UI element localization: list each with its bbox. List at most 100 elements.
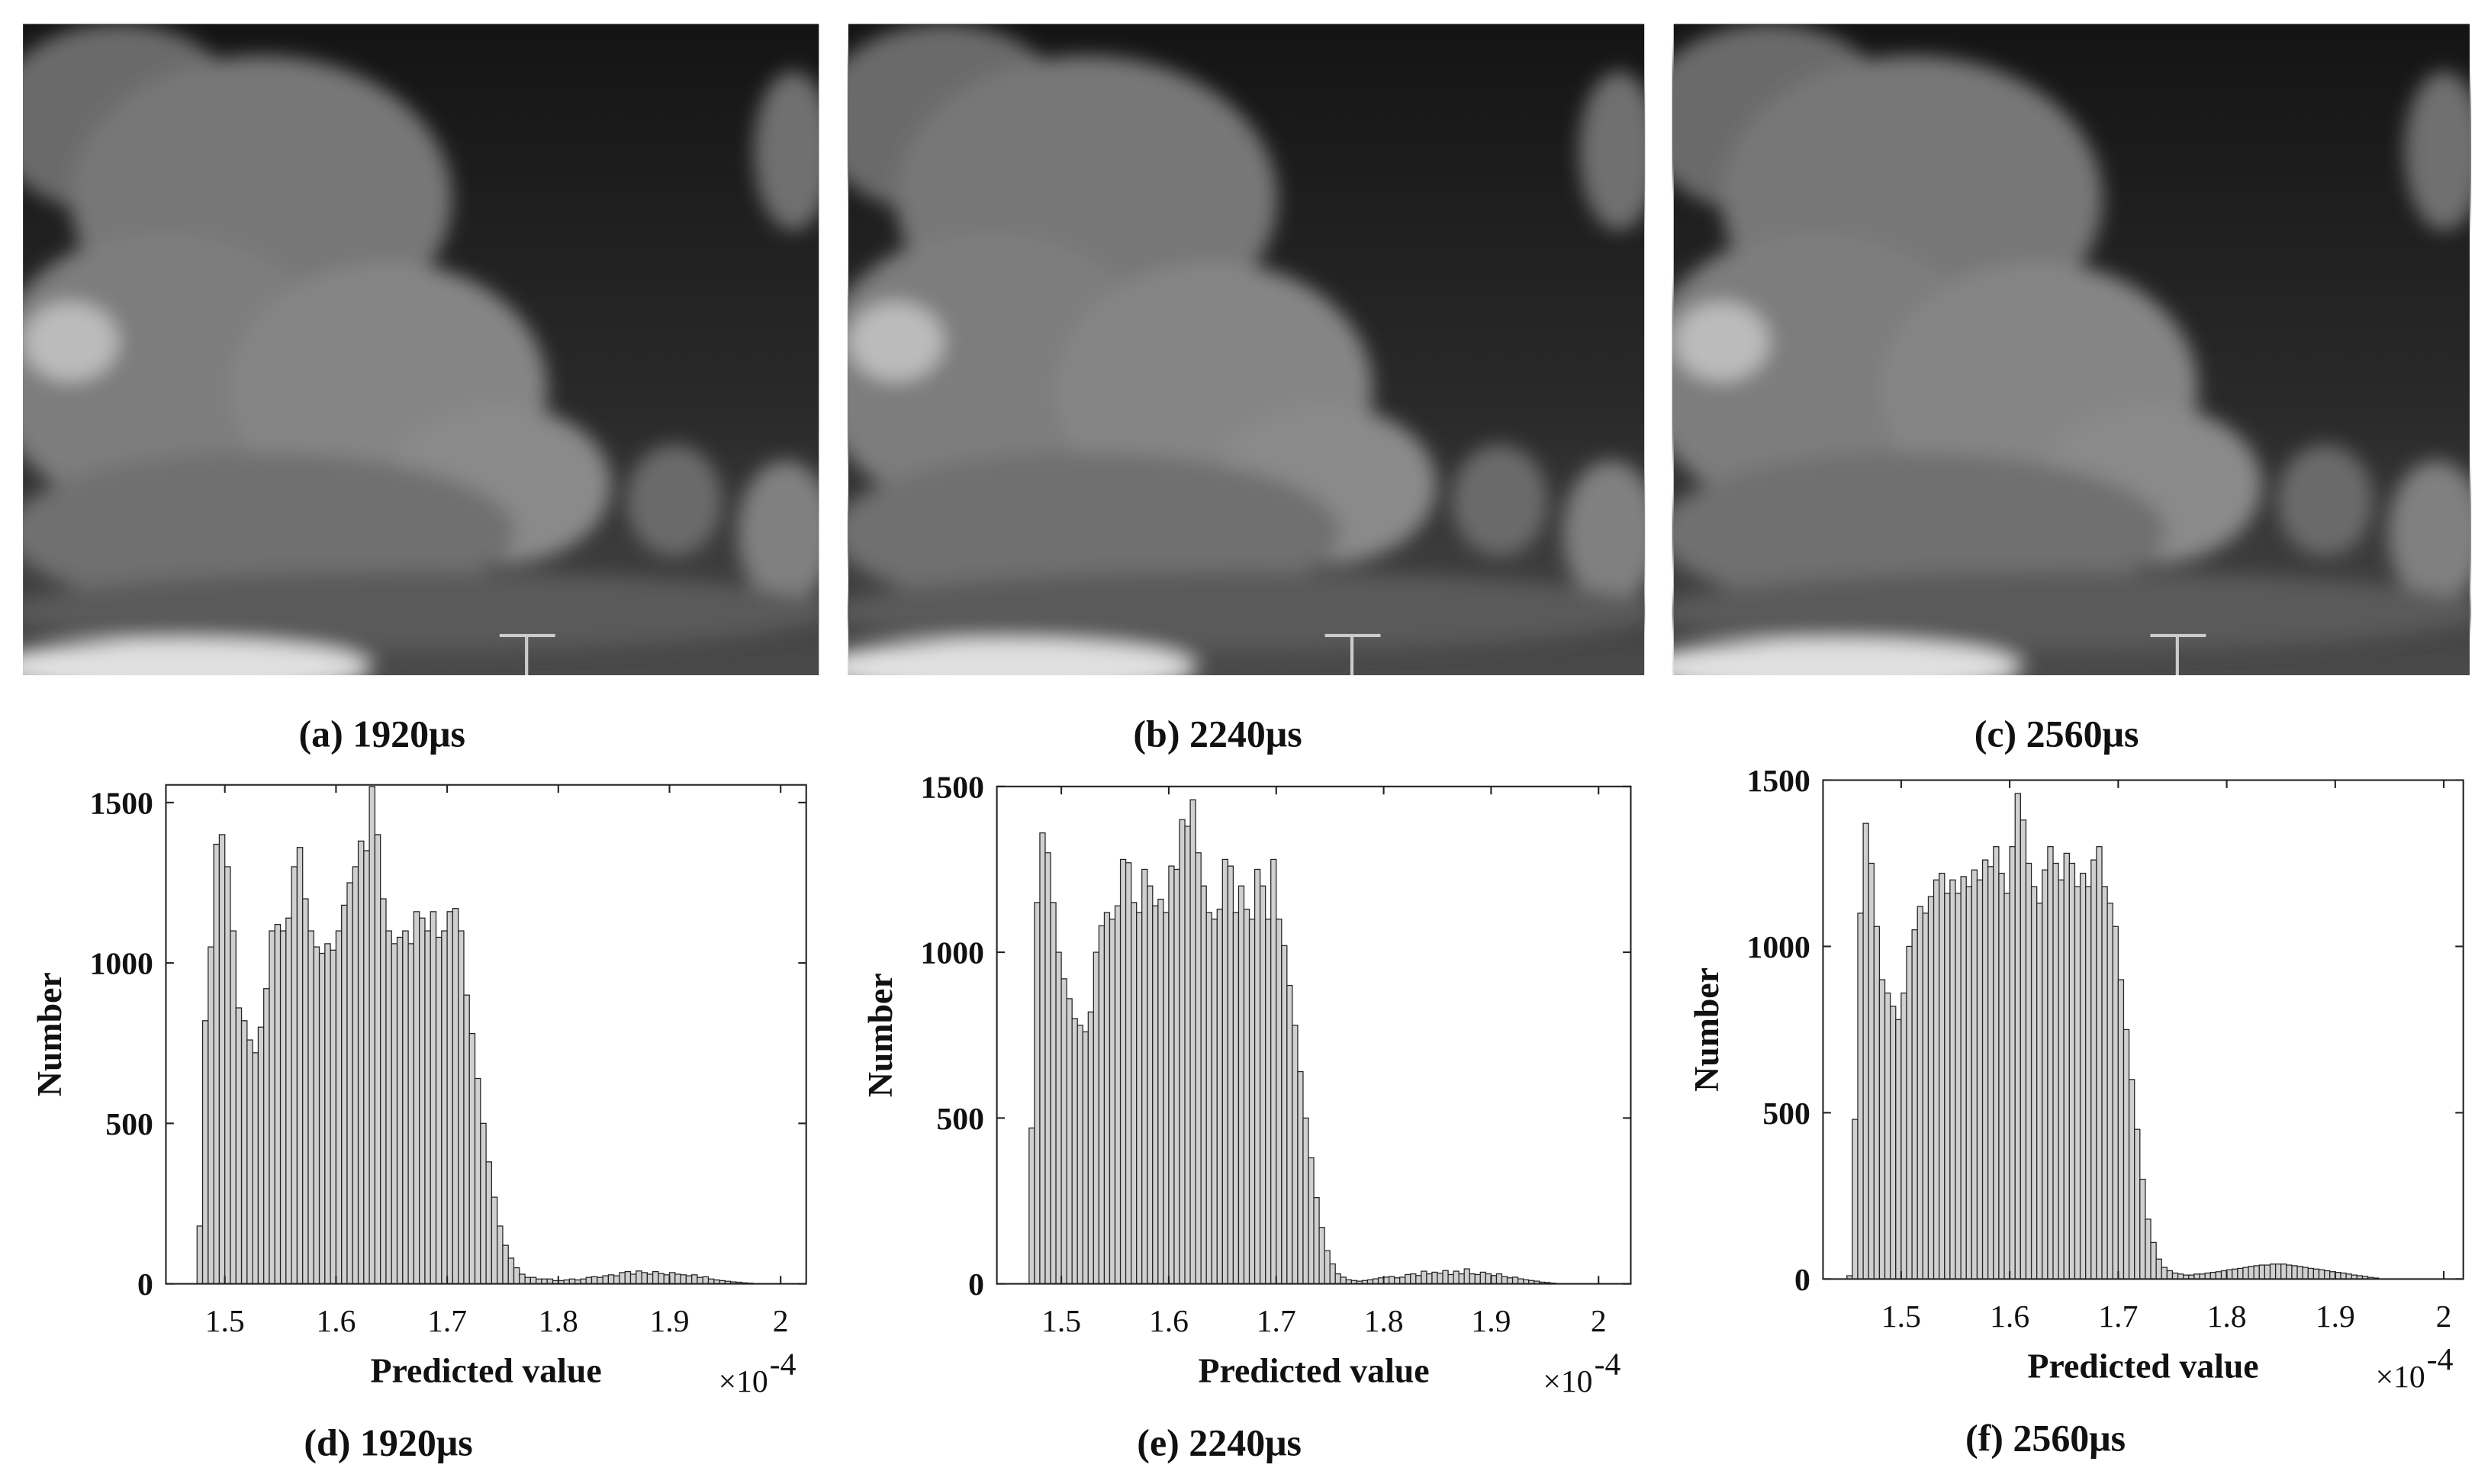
bar — [2264, 1264, 2271, 1280]
bar — [1911, 929, 1918, 1280]
bar — [1157, 898, 1164, 1285]
bar — [1878, 979, 1886, 1280]
bar — [380, 898, 387, 1285]
bar — [1281, 945, 1288, 1285]
bar — [2220, 1270, 2228, 1280]
image-caption: (a) 1920μs — [298, 713, 465, 755]
bar — [1944, 893, 1951, 1280]
bar — [1511, 1276, 1519, 1285]
y-tick-label: 0 — [137, 1267, 153, 1302]
bar — [1265, 918, 1272, 1285]
bar — [201, 1020, 209, 1285]
bar — [2063, 852, 2070, 1280]
bar — [230, 930, 237, 1285]
y-tick-label: 500 — [937, 1102, 984, 1137]
y-tick-label: 0 — [1794, 1263, 1810, 1298]
bar — [1109, 918, 1116, 1285]
bar — [2096, 846, 2103, 1280]
x-tick-label: 1.5 — [1881, 1299, 1921, 1334]
bar — [246, 1039, 253, 1285]
bar — [619, 1272, 626, 1285]
x-scale-base: ×10 — [2376, 1360, 2425, 1395]
bar — [2025, 862, 2032, 1280]
bar — [1071, 1018, 1078, 1285]
bar — [1906, 945, 1913, 1280]
bar — [2329, 1271, 2336, 1280]
bar — [313, 946, 320, 1285]
bar — [1453, 1270, 1460, 1285]
x-tick-label: 1.5 — [205, 1304, 245, 1339]
bar — [1405, 1273, 1411, 1285]
bar — [652, 1271, 659, 1285]
x-tick-label: 1.8 — [2207, 1299, 2247, 1334]
bar — [2112, 925, 2119, 1280]
bar — [2079, 872, 2087, 1280]
bar — [2128, 1079, 2135, 1280]
bar — [1998, 872, 2005, 1280]
bar — [613, 1275, 620, 1285]
bar — [1955, 893, 1962, 1280]
bar — [352, 866, 359, 1285]
bar — [585, 1276, 593, 1285]
bar — [1900, 992, 1907, 1280]
x-axis-label: Predicted value — [1198, 1351, 1429, 1390]
bar — [1313, 1197, 1320, 1285]
x-tick-label: 1.6 — [1149, 1304, 1189, 1339]
bar — [1216, 908, 1223, 1285]
bar — [1442, 1270, 1449, 1285]
bar — [2323, 1270, 2331, 1280]
bar — [1868, 862, 1875, 1280]
bar — [507, 1257, 515, 1285]
bar — [1168, 865, 1175, 1285]
bar — [279, 930, 287, 1285]
bar — [2014, 793, 2021, 1280]
bar — [519, 1273, 526, 1285]
bar — [1421, 1270, 1427, 1285]
bar — [452, 907, 459, 1285]
bar — [529, 1276, 537, 1285]
bar — [1189, 799, 1196, 1285]
bar — [685, 1275, 693, 1285]
bar — [1050, 902, 1057, 1285]
y-tick-label: 0 — [968, 1267, 984, 1302]
x-tick-label: 1.8 — [539, 1304, 578, 1339]
bar — [396, 936, 404, 1285]
bar — [2302, 1267, 2309, 1280]
bar — [1949, 879, 1956, 1280]
x-tick-label: 1.9 — [1471, 1304, 1511, 1339]
bar — [385, 930, 392, 1285]
bar — [2101, 886, 2108, 1280]
bar — [680, 1274, 687, 1285]
bar — [1463, 1268, 1470, 1285]
y-tick-label: 1000 — [90, 947, 153, 982]
cloud-image — [0, 24, 833, 696]
bar — [641, 1272, 648, 1285]
bar — [658, 1273, 665, 1285]
bar — [1034, 902, 1041, 1285]
y-tick-label: 500 — [1762, 1096, 1810, 1132]
bar — [257, 1026, 265, 1285]
bar — [435, 936, 443, 1285]
bar — [2171, 1272, 2179, 1280]
bar — [1377, 1277, 1385, 1285]
bar — [663, 1274, 671, 1285]
bar — [1066, 998, 1073, 1285]
bar — [2253, 1265, 2260, 1280]
bar — [1292, 1025, 1299, 1285]
bar — [1077, 1025, 1083, 1285]
bar — [419, 917, 426, 1285]
bar — [2215, 1271, 2222, 1280]
bar — [2232, 1268, 2238, 1280]
bar — [252, 1052, 259, 1285]
bar — [302, 898, 309, 1285]
bar — [413, 911, 420, 1285]
image-caption: (c) 2560μs — [1974, 713, 2139, 755]
bar — [1431, 1271, 1438, 1285]
bar — [2090, 859, 2097, 1280]
bar — [2258, 1264, 2266, 1280]
bar — [402, 930, 409, 1285]
bar — [702, 1276, 710, 1285]
bar — [1394, 1277, 1401, 1285]
